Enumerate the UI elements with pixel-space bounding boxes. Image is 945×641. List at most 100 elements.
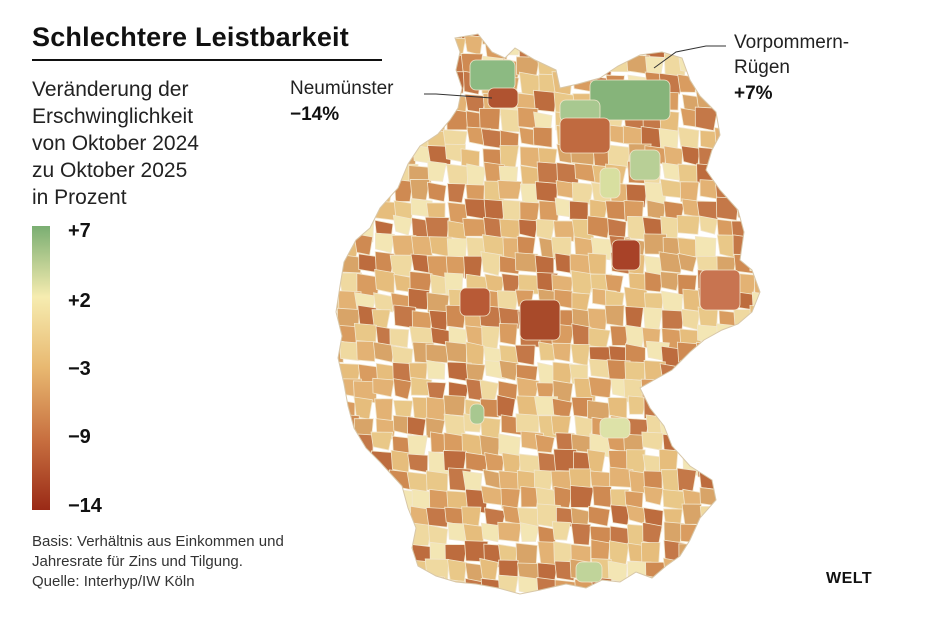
district-cell <box>375 596 394 616</box>
district-cell <box>427 34 449 55</box>
district-cell <box>388 543 409 567</box>
district-cell <box>392 378 413 400</box>
district-cell <box>372 341 395 363</box>
note-line: Quelle: Interhyp/IW Köln <box>32 573 195 590</box>
district-cell <box>336 126 345 150</box>
district-cell <box>588 505 611 527</box>
district-cell <box>698 215 718 235</box>
dark-red-area <box>611 239 641 271</box>
small-green-area <box>469 403 485 425</box>
district-cell <box>750 126 760 146</box>
district-cell <box>717 524 742 547</box>
district-cell <box>680 360 700 385</box>
district-cell <box>569 200 589 221</box>
district-cell <box>588 34 613 42</box>
district-cell <box>336 382 341 407</box>
district-cell <box>676 215 701 235</box>
district-cell <box>534 181 559 203</box>
district-cell <box>658 251 684 274</box>
legend-tick-label: −14 <box>68 495 102 517</box>
district-cell <box>406 471 428 493</box>
district-cell <box>732 326 756 349</box>
district-cell <box>352 142 375 168</box>
district-cell <box>336 251 340 276</box>
district-cell <box>640 542 661 564</box>
district-cell <box>553 485 574 509</box>
district-cell <box>588 376 612 399</box>
district-cell <box>514 252 539 273</box>
district-cell <box>733 309 757 330</box>
title-underline <box>32 59 382 61</box>
district-cell <box>518 218 539 239</box>
legend-color-scale <box>32 226 50 510</box>
district-cell <box>773 470 796 488</box>
district-cell <box>604 304 625 327</box>
district-cell <box>773 488 796 509</box>
district-cell <box>590 539 611 562</box>
district-cell <box>680 413 703 437</box>
district-cell <box>373 292 394 313</box>
district-cell <box>407 595 425 614</box>
district-cell <box>337 129 361 155</box>
district-cell <box>769 127 788 150</box>
district-cell <box>713 394 737 417</box>
district-cell <box>734 359 756 384</box>
district-cell <box>336 215 341 237</box>
callout-vorpommern-value: +7% <box>734 83 773 104</box>
district-cell <box>336 506 347 531</box>
district-cell <box>427 71 450 96</box>
district-cell <box>571 55 595 77</box>
light-area <box>599 417 631 439</box>
district-cell <box>772 506 795 528</box>
district-cell <box>695 397 718 420</box>
district-cell <box>466 163 486 188</box>
district-cell <box>375 504 399 526</box>
district-cell <box>409 92 433 114</box>
district-cell <box>715 574 739 594</box>
light-green-area <box>629 149 661 181</box>
district-cell <box>748 452 760 472</box>
district-cell <box>389 507 410 528</box>
district-cell <box>336 471 356 493</box>
district-cell <box>715 544 738 569</box>
district-cell <box>717 108 739 131</box>
district-cell <box>391 576 416 594</box>
district-cell <box>484 452 505 472</box>
district-cell <box>694 235 717 260</box>
district-cell <box>718 377 739 399</box>
district-cell <box>424 53 444 76</box>
district-cell <box>713 89 737 109</box>
district-cell <box>497 521 522 543</box>
district-cell <box>677 53 698 74</box>
district-cell <box>626 579 651 594</box>
district-cell <box>748 251 760 272</box>
district-cell <box>609 34 632 45</box>
district-cell <box>371 450 395 473</box>
district-cell <box>407 53 427 74</box>
district-cell <box>426 181 447 203</box>
note-line: Basis: Verhältnis aus Einkommen und <box>32 533 284 550</box>
neumuenster-leader-line <box>424 93 493 99</box>
district-cell <box>373 107 394 128</box>
district-cell <box>497 179 523 200</box>
district-cell <box>336 144 337 164</box>
district-cell <box>336 36 341 57</box>
district-cell <box>408 34 429 41</box>
district-cell <box>753 598 775 621</box>
district-cell <box>534 433 555 454</box>
district-cell <box>699 506 724 529</box>
legend-tick-label: −9 <box>68 426 91 448</box>
district-cell <box>447 183 466 204</box>
district-cell <box>445 255 466 279</box>
district-cell <box>770 540 792 559</box>
district-cell <box>336 451 341 476</box>
district-cell <box>390 560 413 580</box>
district-cell <box>748 525 760 549</box>
district-cell <box>770 288 790 309</box>
district-cell <box>372 39 396 61</box>
district-cell <box>754 562 760 584</box>
district-cell <box>357 468 377 493</box>
district-cell <box>465 341 485 366</box>
welt-logo: WELT <box>826 570 873 587</box>
district-cell <box>336 359 337 383</box>
